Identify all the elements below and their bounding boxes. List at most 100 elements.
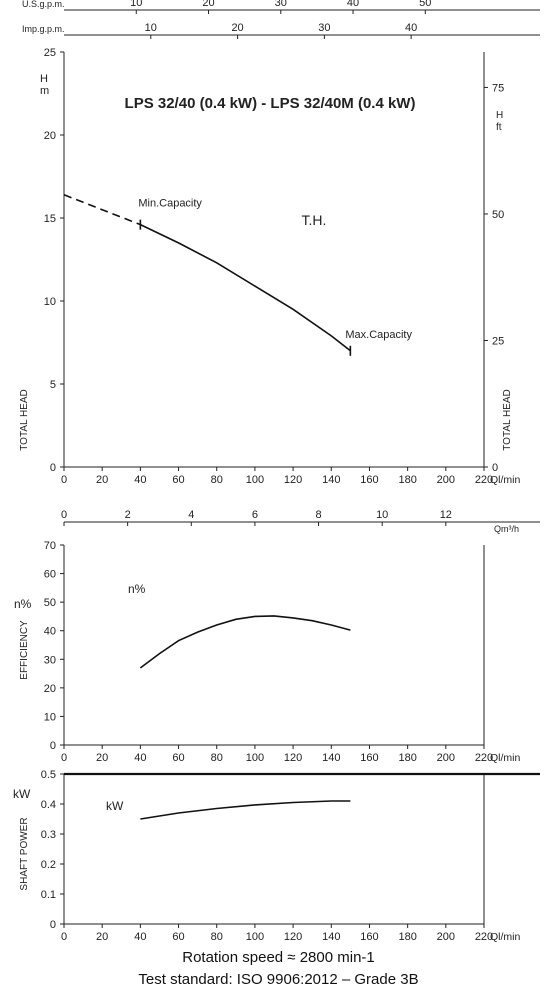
y-tick-label: 60 bbox=[44, 569, 56, 581]
x-tick-label: 100 bbox=[246, 931, 264, 943]
x-tick-label: 120 bbox=[284, 752, 302, 764]
y-unit-m: m bbox=[40, 85, 49, 97]
y2-axis-label: TOTAL HEAD bbox=[502, 389, 513, 451]
top-axis-tick-label: 40 bbox=[405, 22, 417, 34]
x-tick-label: 40 bbox=[134, 931, 146, 943]
power-curve bbox=[140, 801, 350, 819]
y-tick-label: 0.5 bbox=[41, 769, 56, 781]
head-curve-solid bbox=[140, 225, 350, 351]
y2-tick-label: 0 bbox=[492, 462, 498, 474]
x-tick-label: 20 bbox=[96, 752, 108, 764]
y-unit-efficiency: n% bbox=[14, 597, 32, 611]
x-tick-label: 100 bbox=[246, 474, 264, 486]
y2-unit-ft: ft bbox=[496, 122, 502, 133]
x-tick-label: 120 bbox=[284, 931, 302, 943]
x-tick-label: 140 bbox=[322, 474, 340, 486]
chart-panel-1: 0 20 40 60 80 100 120 140 160 180 200 220Ql/min0510… bbox=[19, 0, 540, 486]
top-axis-tick-label: 30 bbox=[318, 22, 330, 34]
x-tick-label: 200 bbox=[437, 931, 455, 943]
chart-panel-2: 0 20 40 60 80 100 120 140 160 180 200 220Ql/min0102… bbox=[14, 509, 540, 764]
x-tick-label: 20 bbox=[96, 931, 108, 943]
y2-tick-label: 75 bbox=[492, 82, 504, 94]
curve-label-efficiency: n% bbox=[128, 582, 146, 596]
x-tick-label: 0 bbox=[61, 752, 67, 764]
x-tick-label: 80 bbox=[211, 931, 223, 943]
y-tick-label: 5 bbox=[50, 379, 56, 391]
y-tick-label: 25 bbox=[44, 47, 56, 59]
y-tick-label: 50 bbox=[44, 597, 56, 609]
y-tick-label: 20 bbox=[44, 683, 56, 695]
top-axis-tick-label: 10 bbox=[145, 22, 157, 34]
y-tick-label: 10 bbox=[44, 296, 56, 308]
x-axis-label: Ql/min bbox=[490, 474, 520, 486]
test-standard-note: Test standard: ISO 9906:2012 – Grade 3B bbox=[0, 971, 557, 988]
curve-label-power: kW bbox=[106, 799, 124, 813]
x-tick-label: 200 bbox=[437, 752, 455, 764]
x-tick-label: 40 bbox=[134, 474, 146, 486]
x-tick-label: 60 bbox=[172, 474, 184, 486]
top-axis-tick-label: 0 bbox=[61, 509, 67, 521]
x-tick-label: 100 bbox=[246, 752, 264, 764]
x-tick-label: 160 bbox=[360, 931, 378, 943]
top-axis-tick-label: 12 bbox=[440, 509, 452, 521]
x-tick-label: 60 bbox=[172, 752, 184, 764]
curve-label-th: T.H. bbox=[302, 212, 327, 228]
top-axis-tick-label: 6 bbox=[252, 509, 258, 521]
y-tick-label: 0.4 bbox=[41, 799, 56, 811]
y-unit-power: kW bbox=[13, 787, 31, 801]
x-tick-label: 20 bbox=[96, 474, 108, 486]
y-tick-label: 0.3 bbox=[41, 829, 56, 841]
y2-unit-h: H bbox=[496, 110, 503, 121]
y-tick-label: 0.1 bbox=[41, 889, 56, 901]
top-axis-tick-label: 30 bbox=[275, 0, 287, 9]
y-axis-label: SHAFT POWER bbox=[19, 817, 30, 890]
top-axis-tick-label: 10 bbox=[376, 509, 388, 521]
head-curve-dashed bbox=[64, 195, 140, 225]
x-tick-label: 180 bbox=[398, 931, 416, 943]
top-axis-tick-label: 40 bbox=[347, 0, 359, 9]
x-tick-label: 120 bbox=[284, 474, 302, 486]
x-tick-label: 140 bbox=[322, 752, 340, 764]
x-tick-label: 40 bbox=[134, 752, 146, 764]
y-unit-h: H bbox=[40, 73, 48, 85]
y-tick-label: 70 bbox=[44, 540, 56, 552]
y-tick-label: 0 bbox=[50, 919, 56, 931]
x-tick-label: 200 bbox=[437, 474, 455, 486]
y-tick-label: 0.2 bbox=[41, 859, 56, 871]
top-axis-label-2: Imp.g.p.m. bbox=[22, 24, 65, 34]
x-tick-label: 160 bbox=[360, 474, 378, 486]
top-axis-tick-label: 8 bbox=[315, 509, 321, 521]
y-tick-label: 40 bbox=[44, 626, 56, 638]
y2-tick-label: 25 bbox=[492, 335, 504, 347]
y-tick-label: 15 bbox=[44, 213, 56, 225]
y-tick-label: 10 bbox=[44, 711, 56, 723]
x-axis-label: Ql/min bbox=[490, 931, 520, 943]
top-axis-tick-label: 20 bbox=[202, 0, 214, 9]
x-tick-label: 0 bbox=[61, 931, 67, 943]
rotation-speed-note: Rotation speed ≈ 2800 min-1 bbox=[0, 949, 557, 966]
efficiency-curve bbox=[140, 616, 350, 668]
y-axis-label: EFFICIENCY bbox=[19, 620, 30, 680]
top-axis-tick-label: 20 bbox=[231, 22, 243, 34]
y-tick-label: 0 bbox=[50, 740, 56, 752]
x-axis-label: Ql/min bbox=[490, 752, 520, 764]
top-axis-label-m3h: Qm³/h bbox=[494, 524, 519, 534]
top-axis-tick-label: 10 bbox=[130, 0, 142, 9]
x-tick-label: 180 bbox=[398, 474, 416, 486]
capacity-label: Min.Capacity bbox=[138, 198, 202, 210]
y2-tick-label: 50 bbox=[492, 209, 504, 221]
top-axis-tick-label: 2 bbox=[125, 509, 131, 521]
chart-title: LPS 32/40 (0.4 kW) - LPS 32/40M (0.4 kW) bbox=[125, 95, 416, 112]
y-axis-label: TOTAL HEAD bbox=[19, 389, 30, 451]
x-tick-label: 80 bbox=[211, 474, 223, 486]
x-tick-label: 0 bbox=[61, 474, 67, 486]
top-axis-label-1: U.S.g.p.m. bbox=[22, 0, 65, 9]
x-tick-label: 80 bbox=[211, 752, 223, 764]
x-tick-label: 60 bbox=[172, 931, 184, 943]
y-tick-label: 20 bbox=[44, 130, 56, 142]
top-axis-tick-label: 4 bbox=[188, 509, 194, 521]
y-tick-label: 0 bbox=[50, 462, 56, 474]
top-axis-tick-label: 50 bbox=[419, 0, 431, 9]
